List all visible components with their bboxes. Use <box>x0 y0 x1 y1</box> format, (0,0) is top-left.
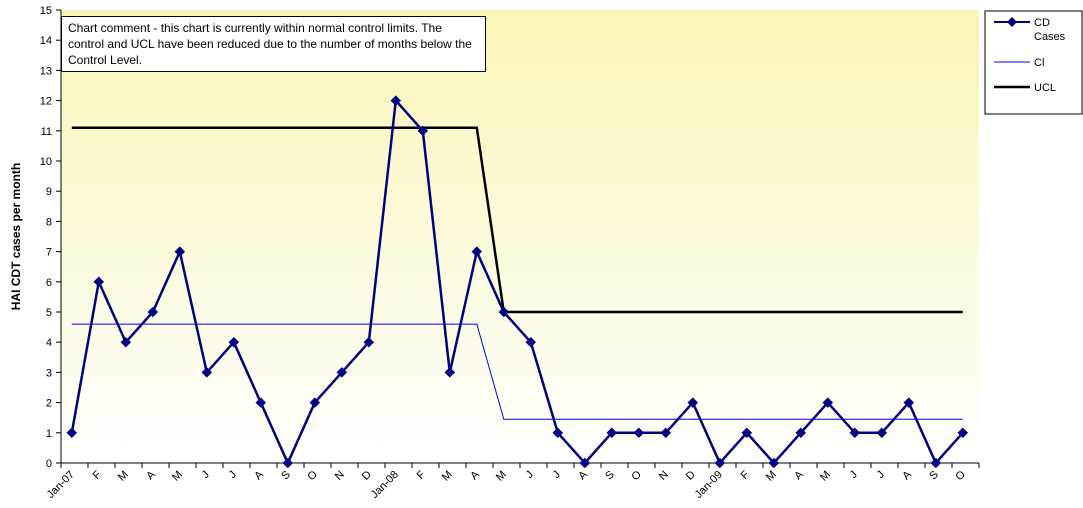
y-tick-label: 9 <box>46 186 52 198</box>
plot-area <box>61 10 979 463</box>
x-tick-label: J <box>551 469 563 481</box>
data-point <box>174 246 186 257</box>
data-point <box>552 427 564 439</box>
legend-marker <box>1007 17 1017 27</box>
data-point <box>822 397 834 408</box>
x-tick-label: Jan-09 <box>693 469 725 501</box>
y-tick-label: 12 <box>40 96 52 108</box>
legend-label: UCL <box>1034 82 1056 94</box>
x-tick-label: M <box>170 469 185 484</box>
x-tick-label: M <box>116 469 131 484</box>
data-point <box>147 306 159 318</box>
y-tick-label: 2 <box>46 398 52 410</box>
data-point <box>930 457 942 469</box>
data-point <box>795 427 807 439</box>
x-tick-label: O <box>629 468 644 483</box>
data-point <box>957 427 969 439</box>
y-tick-label: 4 <box>46 337 52 349</box>
data-point <box>498 306 510 318</box>
data-point <box>849 427 861 439</box>
data-point <box>363 336 375 348</box>
data-point <box>525 336 537 348</box>
x-tick-label: J <box>200 469 212 481</box>
x-tick-label: S <box>279 469 293 483</box>
y-tick-label: 15 <box>40 5 52 17</box>
x-tick-label: O <box>953 468 968 483</box>
data-point <box>255 397 267 408</box>
x-tick-label: M <box>764 469 779 484</box>
x-tick-label: J <box>875 469 887 481</box>
y-tick-label: 10 <box>40 156 52 168</box>
x-tick-label: M <box>440 469 455 484</box>
data-point <box>201 367 213 378</box>
legend-label-line2: Cases <box>1034 31 1066 43</box>
data-point <box>120 336 132 348</box>
data-point <box>714 457 726 469</box>
data-point <box>660 427 672 439</box>
data-point <box>903 397 915 408</box>
chart-comment: Chart comment - this chart is currently … <box>61 16 486 72</box>
x-tick-label: N <box>657 469 671 483</box>
x-tick-label: S <box>927 469 941 483</box>
y-tick-label: 5 <box>46 307 52 319</box>
y-tick-label: 7 <box>46 247 52 259</box>
data-point <box>471 246 483 257</box>
data-point <box>633 427 645 439</box>
legend-label: Cl <box>1034 57 1044 69</box>
data-point <box>390 95 402 106</box>
y-tick-label: 6 <box>46 277 52 289</box>
data-point <box>66 427 78 439</box>
x-tick-label: A <box>576 468 590 482</box>
x-tick-label: D <box>360 469 374 483</box>
y-tick-label: 3 <box>46 367 52 379</box>
x-tick-label: F <box>415 468 428 481</box>
series-line-ucl <box>71 126 963 314</box>
data-point <box>336 367 348 378</box>
data-point <box>93 276 105 288</box>
x-tick-label: A <box>252 468 266 482</box>
x-tick-label: J <box>227 469 239 481</box>
x-tick-label: D <box>684 469 698 483</box>
x-tick-label: O <box>305 468 320 483</box>
y-tick-label: 1 <box>46 428 52 440</box>
x-tick-label: J <box>524 469 536 481</box>
data-point <box>282 457 294 469</box>
x-tick-label: M <box>818 469 833 484</box>
y-tick-label: 13 <box>40 65 52 77</box>
data-point <box>768 457 780 469</box>
x-tick-label: M <box>494 469 509 484</box>
y-tick-label: 8 <box>46 216 52 228</box>
data-point <box>417 125 429 137</box>
data-point <box>228 336 240 348</box>
data-point <box>444 367 456 378</box>
x-tick-label: Jan-08 <box>369 469 401 501</box>
x-tick-label: A <box>900 468 914 482</box>
y-tick-label: 14 <box>40 35 52 47</box>
y-axis-title: HAI CDT cases per month <box>9 163 23 310</box>
x-tick-label: F <box>739 468 752 481</box>
x-tick-label: S <box>603 469 617 483</box>
x-tick-label: F <box>91 468 104 481</box>
x-tick-label: A <box>792 468 806 482</box>
data-point <box>579 457 591 469</box>
legend-label: CD <box>1034 17 1050 29</box>
y-tick-label: 0 <box>46 458 52 470</box>
series-line-cd-cases <box>70 97 964 467</box>
x-tick-label: A <box>468 468 482 482</box>
x-tick-label: Jan-07 <box>45 469 77 501</box>
data-point <box>741 427 753 439</box>
x-tick-label: J <box>848 469 860 481</box>
x-tick-label: A <box>144 468 158 482</box>
data-point <box>876 427 888 439</box>
data-point <box>687 397 699 408</box>
x-tick-label: N <box>333 469 347 483</box>
y-tick-label: 11 <box>41 126 52 138</box>
data-point <box>309 397 321 408</box>
data-point <box>606 427 618 439</box>
